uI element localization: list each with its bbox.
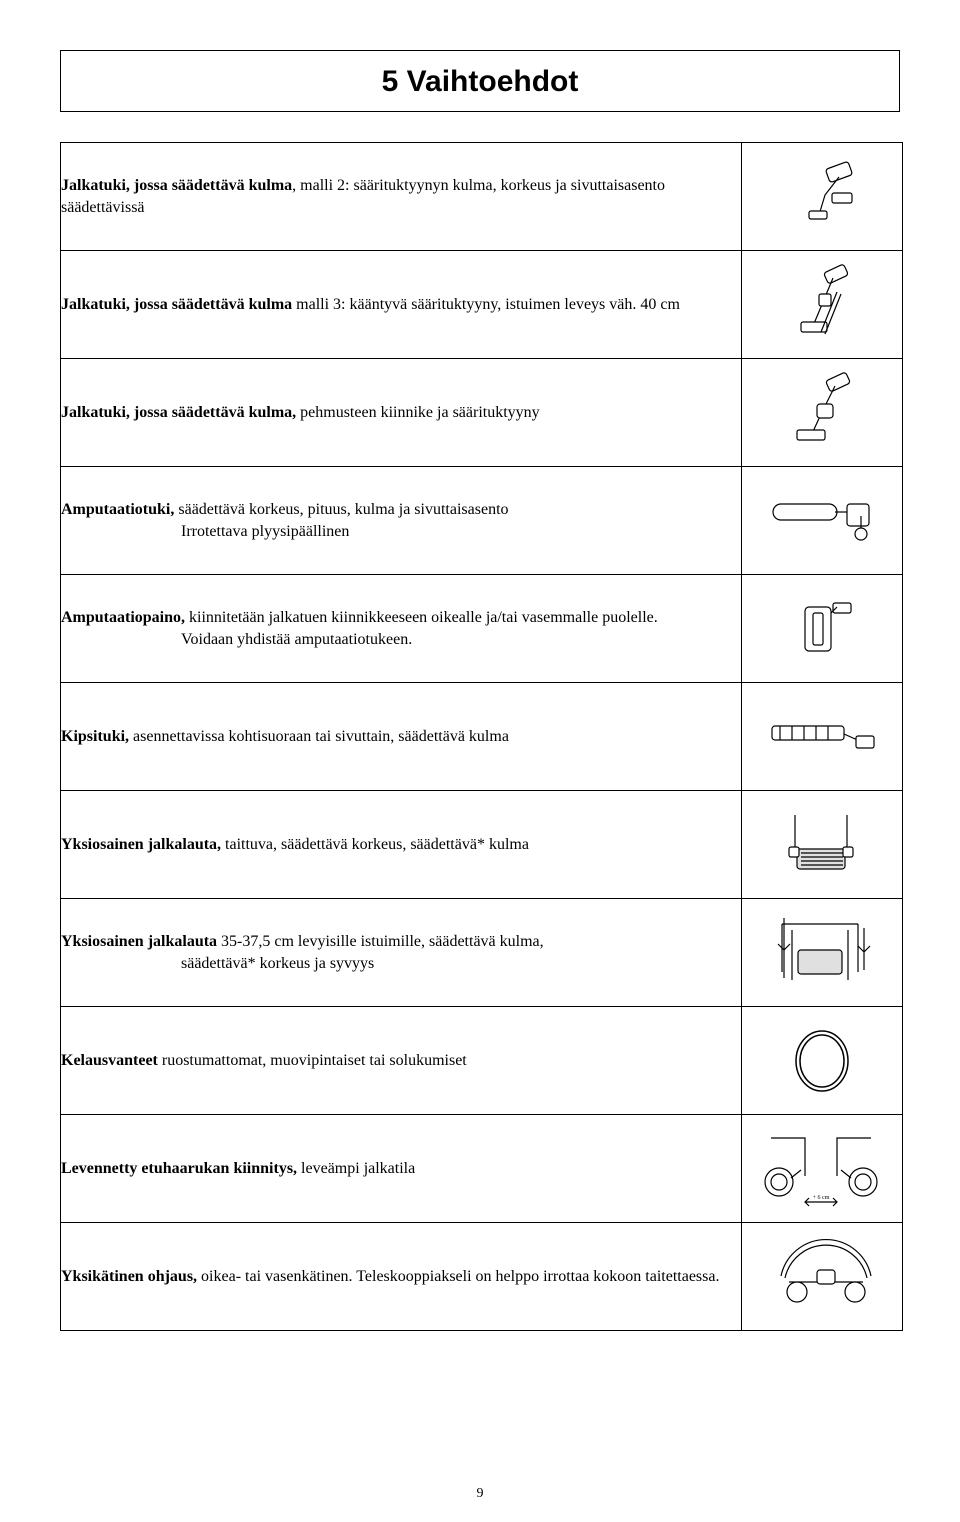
table-row: Kelausvanteet ruostumattomat, muovipinta…: [61, 1007, 903, 1115]
option-rest: kiinnitetään jalkatuen kiinnikkeeseen oi…: [185, 609, 658, 626]
option-text: Jalkatuki, jossa säädettävä kulma, malli…: [61, 143, 742, 251]
option-text: Jalkatuki, jossa säädettävä kulma, pehmu…: [61, 359, 742, 467]
footplate-icon: [775, 805, 870, 885]
option-lead: Kipsituki,: [61, 728, 129, 745]
table-row: Kipsituki, asennettavissa kohtisuoraan t…: [61, 683, 903, 791]
footplate-narrow-icon: [772, 910, 872, 995]
option-illustration: [742, 143, 903, 251]
option-text: Kelausvanteet ruostumattomat, muovipinta…: [61, 1007, 742, 1115]
page-number: 9: [0, 1486, 960, 1502]
table-row: Yksiosainen jalkalauta, taittuva, säädet…: [61, 791, 903, 899]
option-text: Kipsituki, asennettavissa kohtisuoraan t…: [61, 683, 742, 791]
amputation-support-icon: [765, 486, 880, 556]
table-row: Amputaatiotuki, säädettävä korkeus, pitu…: [61, 467, 903, 575]
table-row: Levennetty etuhaarukan kiinnitys, leveäm…: [61, 1115, 903, 1223]
option-lead: Yksiosainen jalkalauta: [61, 933, 217, 950]
option-indent: säädettävä* korkeus ja syvyys: [61, 953, 741, 975]
option-illustration: + 6 cm: [742, 1115, 903, 1223]
option-text: Yksiosainen jalkalauta, taittuva, säädet…: [61, 791, 742, 899]
option-rest: leveämpi jalkatila: [297, 1160, 415, 1177]
legrest-icon: [777, 262, 867, 347]
option-illustration: [742, 251, 903, 359]
option-lead: Kelausvanteet: [61, 1052, 158, 1069]
option-lead: Levennetty etuhaarukan kiinnitys,: [61, 1160, 297, 1177]
option-illustration: [742, 1223, 903, 1331]
option-text: Amputaatiopaino, kiinnitetään jalkatuen …: [61, 575, 742, 683]
option-lead: Amputaatiotuki,: [61, 501, 174, 518]
options-table: Jalkatuki, jossa säädettävä kulma, malli…: [60, 142, 903, 1331]
option-rest: säädettävä korkeus, pituus, kulma ja siv…: [174, 501, 508, 518]
option-rest: oikea- tai vasenkätinen. Teleskooppiakse…: [197, 1268, 719, 1285]
option-lead: Yksiosainen jalkalauta,: [61, 836, 221, 853]
section-title: 5 Vaihtoehdot: [61, 65, 899, 99]
option-indent: Irrotettava plyysipäällinen: [61, 521, 741, 543]
table-row: Amputaatiopaino, kiinnitetään jalkatuen …: [61, 575, 903, 683]
option-text: Levennetty etuhaarukan kiinnitys, leveäm…: [61, 1115, 742, 1223]
caster-mount-icon: + 6 cm: [757, 1126, 887, 1211]
option-text: Yksikätinen ohjaus, oikea- tai vasenkäti…: [61, 1223, 742, 1331]
option-illustration: [742, 683, 903, 791]
option-lead: Amputaatiopaino,: [61, 609, 185, 626]
table-row: Jalkatuki, jossa säädettävä kulma, pehmu…: [61, 359, 903, 467]
legrest-icon: [777, 370, 867, 455]
svg-text:+ 6 cm: + 6 cm: [813, 1195, 830, 1201]
option-text: Amputaatiotuki, säädettävä korkeus, pitu…: [61, 467, 742, 575]
option-illustration: [742, 899, 903, 1007]
table-row: Jalkatuki, jossa säädettävä kulma malli …: [61, 251, 903, 359]
table-row: Jalkatuki, jossa säädettävä kulma, malli…: [61, 143, 903, 251]
option-rest: asennettavissa kohtisuoraan tai sivuttai…: [129, 728, 509, 745]
handrim-icon: [782, 1021, 862, 1101]
table-row: Yksikätinen ohjaus, oikea- tai vasenkäti…: [61, 1223, 903, 1331]
option-lead: Jalkatuki, jossa säädettävä kulma: [61, 177, 292, 194]
option-rest: malli 3: kääntyvä säärituktyyny, istuime…: [292, 296, 680, 313]
option-rest: ruostumattomat, muovipintaiset tai soluk…: [158, 1052, 467, 1069]
option-illustration: [742, 467, 903, 575]
option-rest: taittuva, säädettävä korkeus, säädettävä…: [221, 836, 529, 853]
legrest-icon: [777, 157, 867, 237]
one-hand-drive-icon: [767, 1234, 877, 1319]
option-rest: 35-37,5 cm levyisille istuimille, säädet…: [217, 933, 544, 950]
option-lead: Jalkatuki, jossa säädettävä kulma: [61, 296, 292, 313]
cast-support-icon: [762, 704, 882, 769]
option-illustration: [742, 1007, 903, 1115]
amputation-weight-icon: [777, 589, 867, 669]
option-illustration: [742, 575, 903, 683]
option-text: Yksiosainen jalkalauta 35-37,5 cm levyis…: [61, 899, 742, 1007]
option-illustration: [742, 359, 903, 467]
option-lead: Jalkatuki, jossa säädettävä kulma,: [61, 404, 296, 421]
option-rest: pehmusteen kiinnike ja säärituktyyny: [296, 404, 540, 421]
option-indent: Voidaan yhdistää amputaatiotukeen.: [61, 629, 741, 651]
option-text: Jalkatuki, jossa säädettävä kulma malli …: [61, 251, 742, 359]
option-illustration: [742, 791, 903, 899]
page: 5 Vaihtoehdot Jalkatuki, jossa säädettäv…: [0, 0, 960, 1522]
option-lead: Yksikätinen ohjaus,: [61, 1268, 197, 1285]
section-title-box: 5 Vaihtoehdot: [60, 50, 900, 112]
table-row: Yksiosainen jalkalauta 35-37,5 cm levyis…: [61, 899, 903, 1007]
